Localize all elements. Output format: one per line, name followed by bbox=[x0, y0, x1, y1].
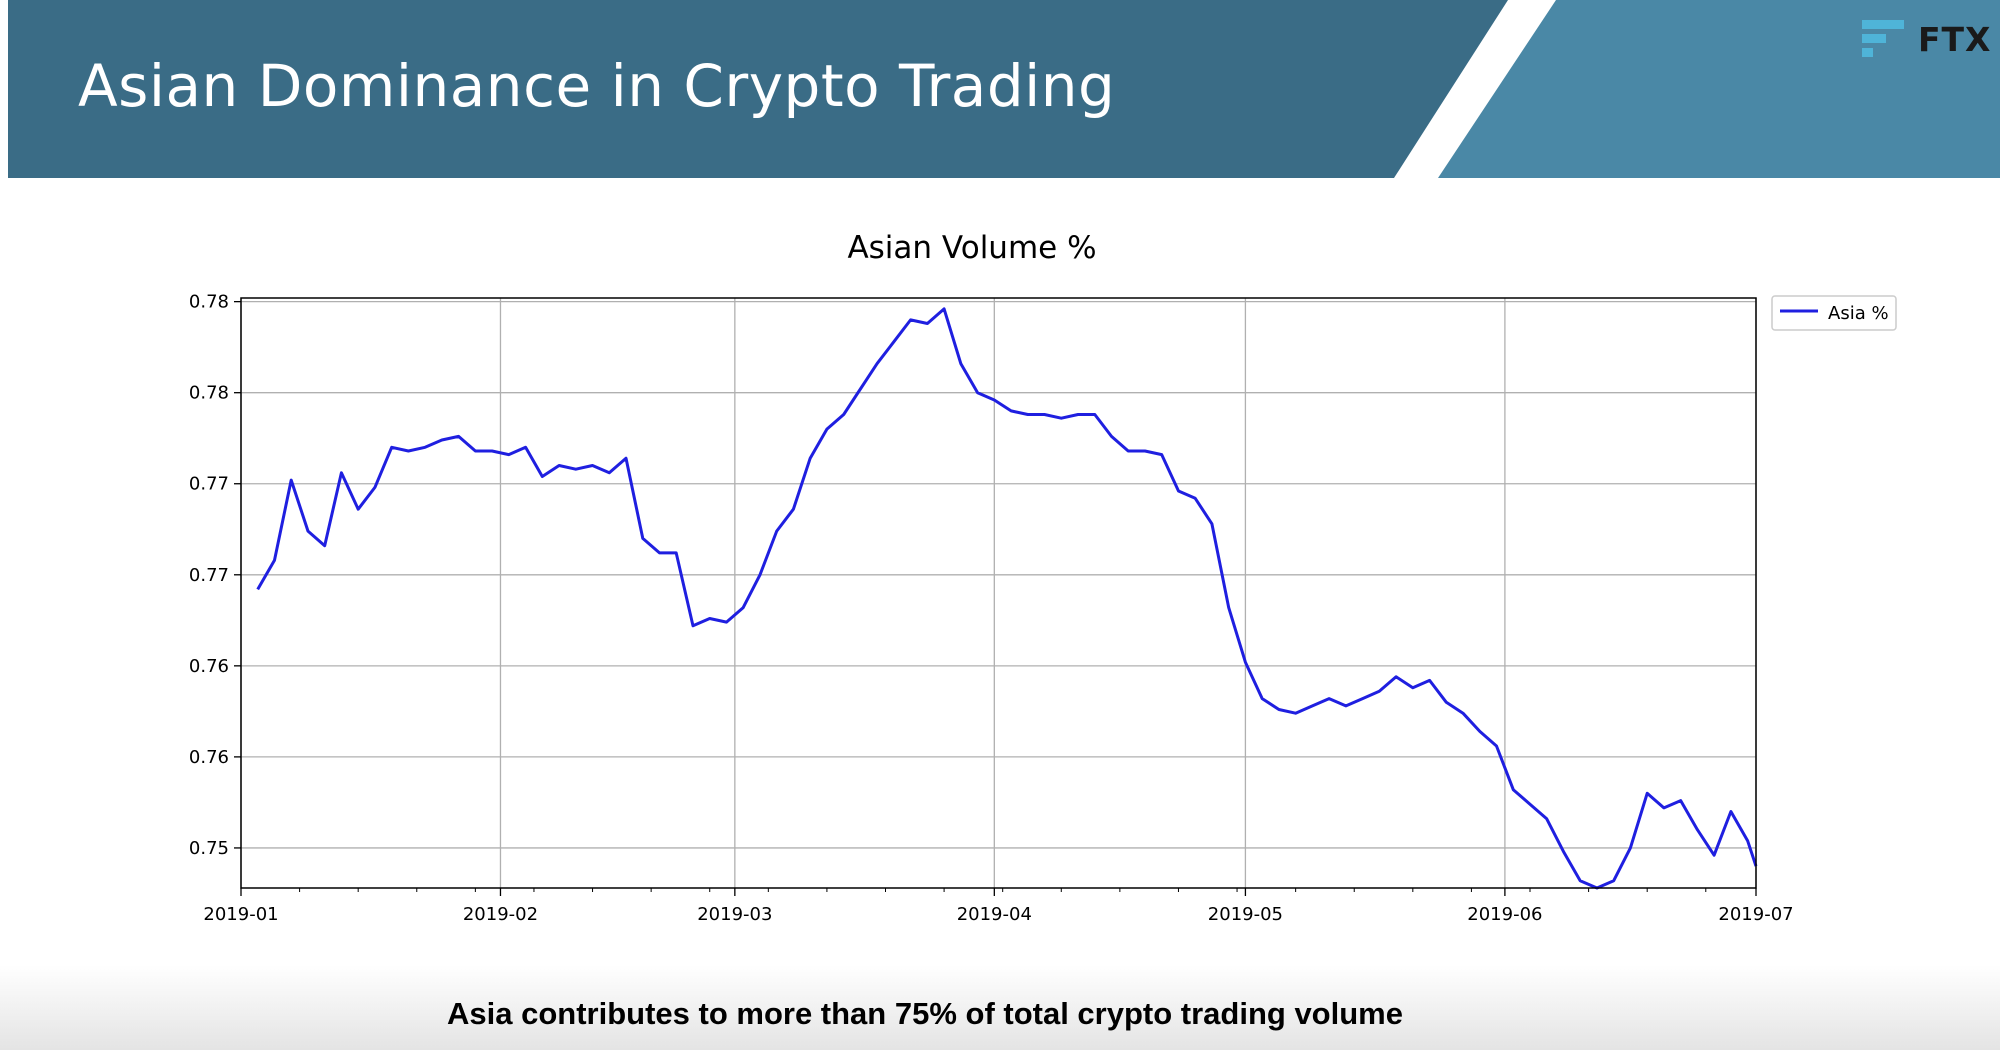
x-axis-ticks: 2019-01 2019-02 2019-03 2019-04 2019-05 2019-… bbox=[203, 888, 1794, 925]
x-tick-label: 2019-04 bbox=[957, 904, 1032, 925]
y-tick-label: 0.78 bbox=[189, 383, 229, 404]
banner-light-panel bbox=[1438, 0, 2000, 178]
logo-wordmark: FTX bbox=[1918, 20, 1992, 59]
ftx-logo: FTX bbox=[1856, 14, 1996, 62]
header-banner bbox=[8, 0, 2000, 178]
legend-box bbox=[1771, 295, 1897, 331]
plot-frame bbox=[240, 297, 1757, 889]
y-tick-label: 0.77 bbox=[189, 565, 229, 586]
logo-bar-top bbox=[1862, 20, 1904, 29]
x-tick-label: 2019-01 bbox=[203, 904, 278, 925]
footer-fade bbox=[0, 965, 2000, 1050]
ftx-logo-icon bbox=[1862, 20, 1904, 57]
y-tick-label: 0.78 bbox=[189, 292, 229, 313]
x-tick-label: 2019-05 bbox=[1208, 904, 1283, 925]
x-tick-label: 2019-06 bbox=[1467, 904, 1542, 925]
y-axis-ticks: 0.78 0.78 0.77 0.77 0.76 0.76 0.75 bbox=[189, 292, 241, 859]
y-tick-label: 0.76 bbox=[189, 747, 229, 768]
x-tick-label: 2019-07 bbox=[1718, 904, 1793, 925]
y-tick-label: 0.76 bbox=[189, 656, 229, 677]
asian-volume-chart: Asian Volume % 0.780.780.770.770.760.760… bbox=[189, 230, 1897, 925]
slide-title: Asian Dominance in Crypto Trading bbox=[78, 52, 1116, 120]
banner-dark-panel bbox=[8, 0, 1508, 178]
y-tick-label: 0.77 bbox=[189, 474, 229, 495]
x-tick-label: 2019-03 bbox=[697, 904, 772, 925]
slide-caption: Asia contributes to more than 75% of tot… bbox=[447, 996, 1403, 1031]
chart-title: Asian Volume % bbox=[847, 230, 1096, 266]
logo-bar-mid bbox=[1862, 34, 1886, 43]
grid-layer bbox=[240, 298, 1757, 888]
legend-label-asia: Asia % bbox=[1828, 303, 1889, 324]
legend: Asia % bbox=[1771, 295, 1897, 331]
series-line-asia bbox=[256, 307, 1758, 890]
y-tick-label: 0.75 bbox=[189, 838, 229, 859]
logo-bar-low bbox=[1862, 48, 1873, 57]
x-tick-label: 2019-02 bbox=[463, 904, 538, 925]
